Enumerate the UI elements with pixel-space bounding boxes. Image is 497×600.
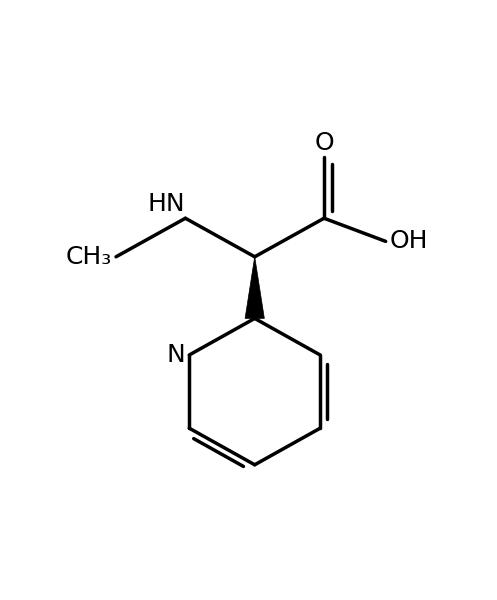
Text: CH₃: CH₃ — [66, 245, 112, 269]
Polygon shape — [245, 257, 264, 319]
Text: N: N — [166, 343, 185, 367]
Text: HN: HN — [148, 193, 185, 217]
Text: OH: OH — [390, 229, 428, 253]
Text: O: O — [314, 131, 334, 155]
